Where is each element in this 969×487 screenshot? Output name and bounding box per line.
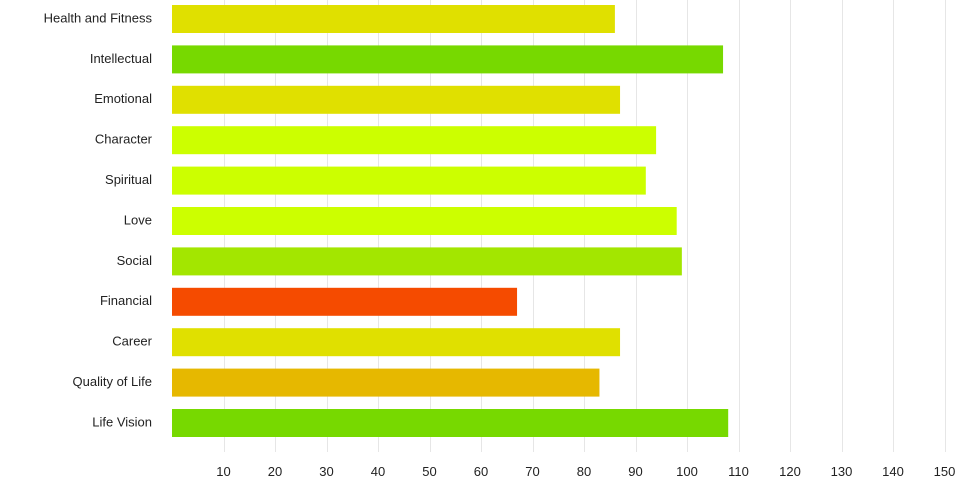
x-axis-tick-labels: 10 20 30 40 50 60 70 80 90 100 110 120 130 140 150: [216, 464, 955, 479]
x-tick-label: 60: [474, 464, 488, 479]
category-label: Spiritual: [105, 172, 152, 187]
x-tick-label: 50: [422, 464, 436, 479]
x-tick-label: 10: [216, 464, 230, 479]
bar-career: [172, 328, 621, 357]
x-tick-label: 90: [628, 464, 642, 479]
x-tick-label: 30: [319, 464, 333, 479]
x-tick-label: 80: [577, 464, 591, 479]
bar-financial: [172, 287, 518, 316]
bar-character: [172, 126, 657, 155]
bar-life-vision: [172, 409, 729, 437]
bar-intellectual: [172, 45, 724, 74]
x-tick-label: 100: [676, 464, 698, 479]
bar-quality-of-life: [172, 368, 600, 397]
category-label: Character: [95, 132, 153, 147]
category-label: Emotional: [94, 91, 152, 106]
category-label: Social: [117, 253, 153, 268]
bar-emotional: [172, 85, 621, 114]
category-labels: Health and Fitness Intellectual Emotional C…: [44, 10, 153, 429]
x-tick-label: 40: [371, 464, 385, 479]
category-label: Life Vision: [92, 414, 152, 429]
category-label: Quality of Life: [73, 374, 153, 389]
category-label: Health and Fitness: [44, 10, 153, 25]
x-tick-label: 130: [831, 464, 853, 479]
bars: [172, 5, 729, 437]
x-tick-label: 120: [779, 464, 801, 479]
category-label: Financial: [100, 293, 152, 308]
category-label: Intellectual: [90, 51, 152, 66]
category-label: Love: [124, 212, 152, 227]
bar-health-and-fitness: [172, 5, 615, 33]
bar-social: [172, 247, 682, 276]
x-tick-label: 20: [268, 464, 282, 479]
x-tick-label: 150: [934, 464, 956, 479]
bar-love: [172, 207, 677, 235]
x-tick-label: 110: [728, 464, 749, 479]
x-tick-label: 70: [525, 464, 539, 479]
x-tick-label: 140: [882, 464, 904, 479]
bar-spiritual: [172, 166, 646, 195]
category-label: Career: [112, 334, 152, 349]
